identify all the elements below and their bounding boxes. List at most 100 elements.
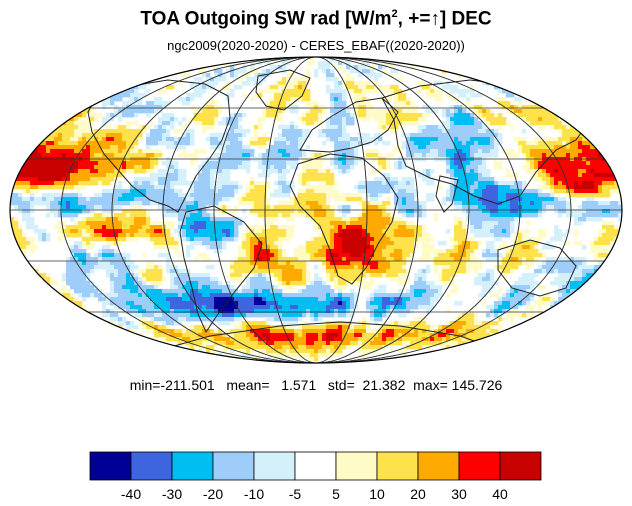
field-cell	[422, 149, 427, 154]
field-cell	[150, 141, 155, 146]
field-cell	[574, 149, 579, 154]
field-cell	[366, 137, 371, 142]
field-cell	[534, 269, 539, 274]
field-cell	[262, 225, 267, 230]
field-cell	[214, 181, 219, 186]
field-cell	[82, 153, 87, 158]
field-cell	[122, 145, 127, 150]
field-cell	[498, 141, 503, 146]
field-cell	[50, 173, 55, 178]
field-cell	[462, 233, 467, 238]
field-cell	[282, 253, 287, 258]
field-cell	[202, 173, 207, 178]
field-cell	[498, 189, 503, 194]
field-cell	[22, 241, 27, 246]
field-cell	[298, 273, 303, 278]
field-cell	[534, 213, 539, 218]
field-cell	[70, 169, 75, 174]
field-cell	[18, 237, 23, 242]
field-cell	[390, 225, 395, 230]
field-cell	[150, 201, 155, 206]
field-cell	[258, 89, 263, 94]
field-cell	[110, 253, 115, 258]
field-cell	[334, 117, 339, 122]
field-cell	[190, 229, 195, 234]
field-cell	[74, 201, 79, 206]
field-cell	[30, 273, 35, 278]
field-cell	[590, 181, 595, 186]
field-cell	[394, 125, 399, 130]
field-cell	[390, 213, 395, 218]
field-cell	[174, 169, 179, 174]
field-cell	[106, 161, 111, 166]
field-cell	[454, 225, 459, 230]
field-cell	[462, 89, 467, 94]
field-cell	[466, 209, 471, 214]
field-cell	[354, 137, 359, 142]
field-cell	[534, 249, 539, 254]
field-cell	[454, 253, 459, 258]
field-cell	[450, 245, 455, 250]
field-cell	[42, 165, 47, 170]
field-cell	[158, 125, 163, 130]
field-cell	[166, 129, 171, 134]
field-cell	[118, 273, 123, 278]
field-cell	[478, 209, 483, 214]
field-cell	[558, 117, 563, 122]
field-cell	[502, 121, 507, 126]
field-cell	[506, 217, 511, 222]
field-cell	[318, 257, 323, 262]
field-cell	[202, 205, 207, 210]
field-cell	[326, 197, 331, 202]
field-cell	[322, 241, 327, 246]
field-cell	[154, 229, 159, 234]
field-cell	[578, 217, 583, 222]
field-cell	[26, 245, 31, 250]
field-cell	[58, 209, 63, 214]
field-cell	[534, 137, 539, 142]
field-cell	[98, 149, 103, 154]
field-cell	[602, 209, 607, 214]
field-cell	[42, 169, 47, 174]
field-cell	[302, 113, 307, 118]
field-cell	[214, 233, 219, 238]
field-cell	[94, 169, 99, 174]
field-cell	[246, 169, 251, 174]
field-cell	[282, 65, 287, 70]
field-cell	[194, 209, 199, 214]
field-cell	[458, 189, 463, 194]
field-cell	[286, 73, 291, 78]
field-cell	[82, 233, 87, 238]
field-cell	[430, 181, 435, 186]
field-cell	[54, 141, 59, 146]
field-cell	[206, 165, 211, 170]
field-cell	[450, 249, 455, 254]
field-cell	[58, 205, 63, 210]
field-cell	[46, 273, 51, 278]
field-cell	[594, 253, 599, 258]
field-cell	[190, 129, 195, 134]
field-cell	[446, 129, 451, 134]
field-cell	[410, 149, 415, 154]
field-cell	[402, 105, 407, 110]
field-cell	[474, 181, 479, 186]
field-cell	[434, 269, 439, 274]
field-cell	[606, 265, 611, 270]
field-cell	[126, 265, 131, 270]
field-cell	[278, 105, 283, 110]
field-cell	[450, 153, 455, 158]
field-cell	[562, 121, 567, 126]
field-cell	[222, 137, 227, 142]
field-cell	[74, 253, 79, 258]
field-cell	[254, 93, 259, 98]
field-cell	[378, 241, 383, 246]
field-cell	[162, 169, 167, 174]
field-cell	[418, 269, 423, 274]
field-cell	[22, 265, 27, 270]
field-cell	[278, 169, 283, 174]
field-cell	[286, 209, 291, 214]
field-cell	[402, 189, 407, 194]
field-cell	[610, 225, 615, 230]
field-cell	[378, 97, 383, 102]
field-cell	[302, 205, 307, 210]
